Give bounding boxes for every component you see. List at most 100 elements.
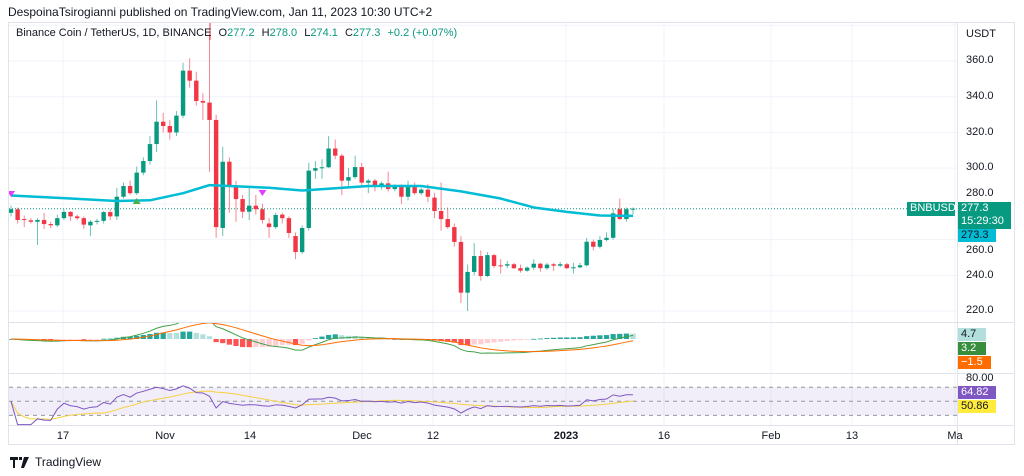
candle	[405, 180, 411, 201]
candle	[491, 253, 497, 269]
candle-body	[505, 264, 510, 266]
macd-histogram-bar	[597, 335, 603, 339]
candle-body	[558, 264, 563, 266]
macd-histogram-bar	[557, 337, 563, 339]
macd-histogram-bar	[531, 338, 537, 340]
macd-histogram-bar	[193, 332, 199, 339]
candle	[167, 119, 173, 140]
tradingview-logo[interactable]: TradingView	[10, 455, 101, 469]
candle-body	[101, 212, 106, 221]
close-label: C	[344, 27, 353, 39]
candle	[114, 187, 120, 220]
candle-body	[94, 220, 100, 222]
candle-body	[604, 237, 609, 240]
candle-body	[187, 70, 192, 81]
macd-histogram-bar	[491, 339, 497, 343]
buy-signal-icon	[132, 198, 141, 204]
candle-body	[551, 264, 556, 266]
candle	[326, 136, 331, 169]
rsi-ma-tag: 50.86	[958, 400, 996, 413]
time-label: Feb	[761, 430, 781, 442]
candle-body	[617, 209, 622, 220]
moving-average-line	[10, 183, 634, 218]
candle	[478, 250, 484, 281]
candle	[558, 261, 563, 268]
time-label-year: 2023	[553, 430, 579, 442]
macd-histogram-bar	[524, 339, 530, 340]
rsi-upper-band-label: 80.00	[966, 372, 994, 384]
candle	[419, 187, 424, 195]
candle-body	[326, 148, 331, 168]
symbol-legend: Binance Coin / TetherUS, 1D, BINANCE O27…	[16, 27, 461, 39]
candle-body	[425, 189, 431, 197]
candle	[134, 166, 139, 195]
time-label: 17	[56, 430, 70, 442]
time-label: Dec	[352, 430, 372, 442]
high-value: 278.0	[269, 27, 298, 39]
candle-body	[127, 186, 133, 194]
last-price: 277.3	[961, 202, 989, 214]
candle	[74, 214, 80, 220]
candle-body	[392, 186, 397, 190]
candle-body	[154, 121, 159, 145]
macd-histogram-bar	[471, 339, 477, 345]
price-tick: 320.0	[966, 126, 994, 138]
candle-body	[167, 126, 173, 133]
candle	[597, 236, 603, 249]
candle	[333, 139, 338, 160]
candle-body	[597, 239, 603, 247]
candle-body	[419, 189, 424, 194]
candle-body	[147, 144, 153, 162]
macd-histogram-bar	[226, 339, 232, 345]
candle-body	[544, 264, 550, 269]
candle-body	[452, 227, 457, 242]
candle	[187, 58, 192, 88]
macd-signal-tag: −1.5	[958, 356, 991, 369]
symbol-name[interactable]: Binance Coin / TetherUS, 1D, BINANCE	[16, 27, 212, 39]
macd-histogram-bar	[94, 339, 100, 340]
candle	[524, 266, 530, 272]
macd-histogram-bar	[584, 336, 590, 339]
macd-histogram-bar	[180, 331, 186, 339]
candle-body	[220, 161, 225, 228]
last-price-tag: 277.3 15:29:30	[958, 202, 1011, 229]
candle	[160, 112, 166, 133]
candle	[28, 218, 34, 224]
candle	[591, 239, 596, 251]
candle-body	[531, 263, 536, 268]
time-label: 16	[657, 430, 671, 442]
candle	[438, 182, 444, 231]
candle-body	[200, 101, 206, 103]
candle	[471, 243, 477, 276]
macd-histogram-bar	[498, 339, 504, 342]
candle-body	[610, 213, 616, 238]
time-label: 14	[243, 430, 257, 442]
candle-body	[577, 265, 583, 268]
candle	[266, 218, 272, 238]
macd-histogram-bar	[359, 336, 365, 339]
time-label: 12	[426, 430, 440, 442]
macd-histogram-bar	[326, 334, 332, 339]
open-value: 277.2	[227, 27, 255, 39]
candle-body	[366, 180, 371, 183]
macd-histogram-bar	[332, 334, 338, 339]
macd-histogram-bar	[114, 337, 120, 339]
candle-body	[108, 212, 113, 217]
macd-histogram-bar	[107, 338, 113, 340]
candle-body	[260, 209, 265, 220]
macd-histogram-bar	[564, 337, 570, 339]
macd-histogram-bar	[550, 337, 557, 339]
candle-body	[114, 196, 120, 217]
candle-body	[306, 170, 311, 228]
macd-histogram-bar	[544, 338, 550, 339]
candle	[200, 93, 206, 120]
open-label: O	[218, 27, 228, 39]
candle-body	[465, 271, 470, 293]
price-tick: 280.0	[966, 187, 994, 199]
macd-histogram-bar	[286, 339, 292, 345]
candle	[319, 159, 325, 179]
macd-histogram-bar	[220, 339, 226, 344]
macd-histogram-bar	[206, 336, 213, 339]
candle	[458, 236, 464, 304]
